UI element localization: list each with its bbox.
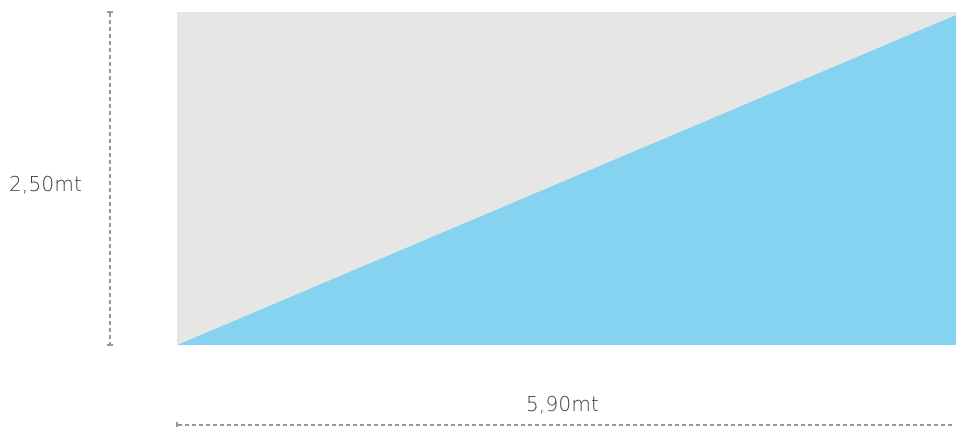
height-dimension-line	[107, 11, 113, 346]
width-dimension-label: 5,90mt	[526, 392, 600, 416]
blue-triangle	[177, 15, 956, 345]
width-dimension-line	[176, 422, 954, 427]
height-dimension-label: 2,50mt	[9, 172, 83, 196]
